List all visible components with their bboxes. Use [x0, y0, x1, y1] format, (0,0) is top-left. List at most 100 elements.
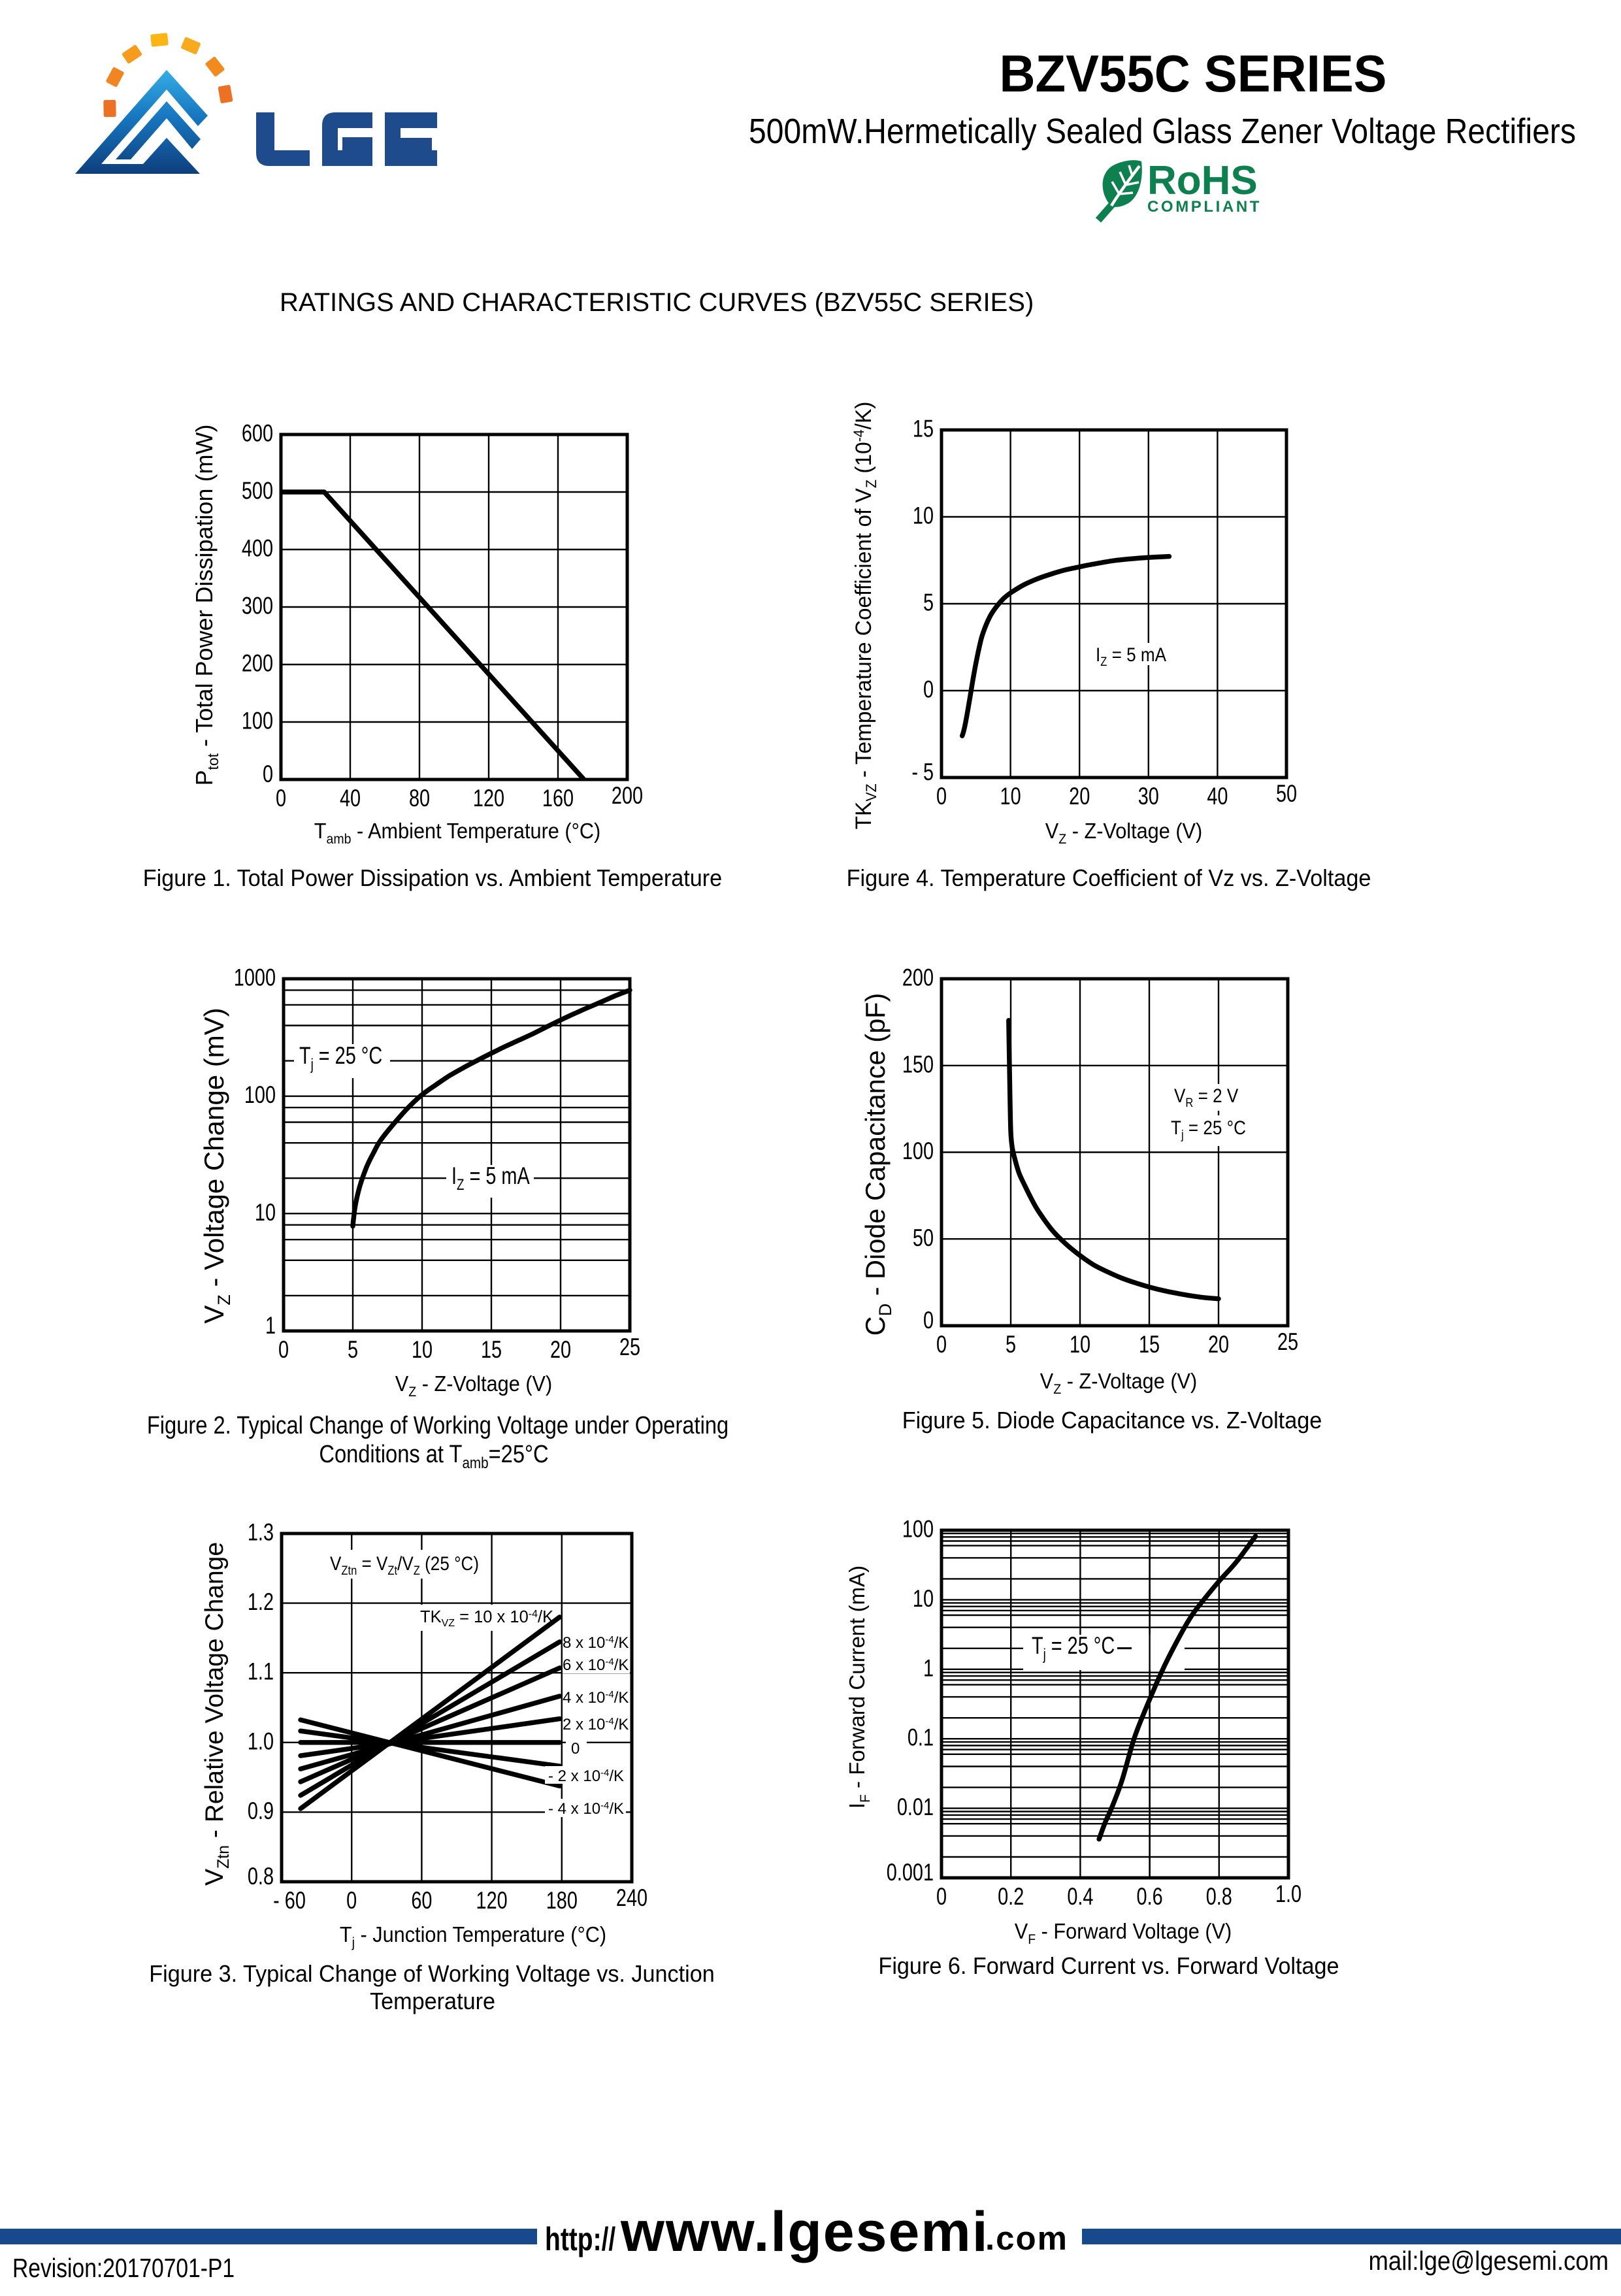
svg-text:15: 15 — [913, 416, 934, 442]
svg-text:0.2: 0.2 — [998, 1884, 1024, 1911]
svg-text:Figure 6. Forward Current vs.: Figure 6. Forward Current vs. Forward Vo… — [878, 1953, 1339, 1979]
svg-text:25: 25 — [1277, 1329, 1298, 1356]
svg-text:15: 15 — [481, 1337, 502, 1364]
svg-text:Tj​ - Junction Temperature (°C: Tj​ - Junction Temperature (°C) — [340, 1922, 606, 1950]
svg-text:VZ​ - Z-Voltage (V): VZ​ - Z-Voltage (V) — [1045, 819, 1202, 847]
svg-text:1.1: 1.1 — [248, 1658, 274, 1685]
svg-text:0: 0 — [936, 1332, 947, 1358]
svg-text:Tj​ = 25 °C: Tj​ = 25 °C — [1032, 1633, 1115, 1664]
svg-text:Temperature: Temperature — [370, 1988, 495, 2014]
svg-text:1.2: 1.2 — [248, 1589, 274, 1616]
svg-text:4 x 10-4​/K: 4 x 10-4​/K — [563, 1689, 629, 1707]
svg-text:http://: http:// — [545, 2220, 616, 2257]
svg-text:Tamb​ - Ambient Temperature (°: Tamb​ - Ambient Temperature (°C) — [314, 819, 600, 847]
svg-text:Figure 3. Typical Change of Wo: Figure 3. Typical Change of Working Volt… — [149, 1961, 715, 1987]
svg-text:200: 200 — [612, 783, 643, 810]
svg-text:400: 400 — [242, 535, 273, 562]
svg-text:www.lgesemi: www.lgesemi — [620, 2201, 989, 2263]
svg-text:IZ​ = 5 mA: IZ​ = 5 mA — [451, 1163, 530, 1194]
svg-text:VZ​ - Z-Voltage (V): VZ​ - Z-Voltage (V) — [1040, 1369, 1197, 1397]
svg-text:Figure 1. Total Power Dissipat: Figure 1. Total Power Dissipation vs. Am… — [143, 865, 722, 891]
svg-text:IF​ - Forward Current (mA): IF​ - Forward Current (mA) — [845, 1566, 873, 1809]
svg-text:1: 1 — [265, 1313, 276, 1339]
svg-text:Figure 5. Diode Capacitance vs: Figure 5. Diode Capacitance vs. Z-Voltag… — [902, 1407, 1322, 1434]
svg-text:0.01: 0.01 — [897, 1794, 934, 1821]
svg-text:Figure 4. Temperature Coeffici: Figure 4. Temperature Coefficient of Vz … — [847, 865, 1371, 891]
svg-text:.com: .com — [985, 2220, 1068, 2257]
svg-text:100: 100 — [242, 708, 273, 734]
svg-text:500: 500 — [242, 478, 273, 504]
svg-text:0: 0 — [278, 1337, 289, 1364]
svg-text:Tj​ = 25 °C: Tj​ = 25 °C — [1171, 1117, 1246, 1141]
svg-text:0.1: 0.1 — [908, 1724, 934, 1751]
svg-text:0.4: 0.4 — [1067, 1884, 1093, 1911]
svg-text:0.8: 0.8 — [248, 1863, 274, 1890]
svg-text:Ptot​ - Total Power Dissipatio: Ptot​ - Total Power Dissipation (mW) — [191, 424, 221, 785]
svg-text:VZ​ - Z-Voltage (V): VZ​ - Z-Voltage (V) — [395, 1371, 552, 1400]
svg-text:Conditions at Tamb​=25°C: Conditions at Tamb​=25°C — [319, 1440, 548, 1472]
svg-text:CD​ - Diode Capacitance (pF): CD​ - Diode Capacitance (pF) — [860, 993, 895, 1336]
svg-text:TKVZ​ - Temperature Coefficien: TKVZ​ - Temperature Coefficient of VZ​ (… — [851, 402, 879, 830]
svg-text:20: 20 — [1208, 1332, 1229, 1358]
svg-text:30: 30 — [1138, 783, 1159, 810]
svg-text:0.8: 0.8 — [1206, 1884, 1232, 1911]
svg-text:100: 100 — [902, 1138, 934, 1165]
svg-text:50: 50 — [913, 1224, 934, 1251]
svg-text:20: 20 — [1069, 783, 1090, 810]
svg-text:Tj​ = 25 °C: Tj​ = 25 °C — [299, 1043, 382, 1074]
svg-text:5: 5 — [923, 589, 934, 616]
svg-text:- 2 x 10-4​/K: - 2 x 10-4​/K — [548, 1767, 624, 1785]
svg-text:25: 25 — [619, 1334, 640, 1361]
svg-text:BZV55C SERIES: BZV55C SERIES — [999, 44, 1386, 103]
svg-text:40: 40 — [340, 785, 361, 812]
svg-text:10: 10 — [913, 1586, 934, 1613]
svg-text:1000: 1000 — [234, 964, 276, 991]
svg-text:VR​ = 2 V: VR​ = 2 V — [1174, 1085, 1238, 1109]
svg-text:10: 10 — [1070, 1332, 1090, 1358]
svg-text:10: 10 — [412, 1337, 433, 1364]
svg-text:0: 0 — [936, 783, 947, 810]
svg-text:Revision:20170701-P1: Revision:20170701-P1 — [12, 2253, 235, 2283]
svg-text:6 x 10-4​/K: 6 x 10-4​/K — [563, 1656, 629, 1674]
svg-text:0: 0 — [923, 676, 934, 703]
svg-text:200: 200 — [902, 964, 934, 991]
svg-text:10: 10 — [255, 1199, 276, 1226]
svg-text:20: 20 — [550, 1337, 571, 1364]
svg-text:500mW.Hermetically Sealed Glas: 500mW.Hermetically Sealed Glass Zener Vo… — [749, 111, 1576, 150]
svg-text:0.6: 0.6 — [1137, 1884, 1163, 1911]
svg-text:1.0: 1.0 — [248, 1728, 274, 1755]
svg-text:IZ​ = 5 mA: IZ​ = 5 mA — [1096, 644, 1166, 668]
svg-text:5: 5 — [1006, 1332, 1016, 1358]
svg-text:0.9: 0.9 — [248, 1798, 274, 1825]
svg-text:0.001: 0.001 — [887, 1860, 934, 1886]
svg-text:- 60: - 60 — [273, 1888, 306, 1914]
svg-text:40: 40 — [1207, 783, 1228, 810]
svg-text:60: 60 — [411, 1888, 432, 1914]
svg-text:80: 80 — [409, 785, 430, 812]
svg-text:200: 200 — [242, 650, 273, 677]
svg-text:160: 160 — [542, 785, 574, 812]
svg-text:Figure 2. Typical Change of Wo: Figure 2. Typical Change of Working Volt… — [147, 1411, 729, 1439]
svg-text:2 x 10-4​/K: 2 x 10-4​/K — [563, 1716, 629, 1733]
svg-text:COMPLIANT: COMPLIANT — [1147, 198, 1262, 216]
svg-text:8 x 10-4​/K: 8 x 10-4​/K — [563, 1634, 629, 1652]
svg-text:100: 100 — [244, 1082, 276, 1109]
svg-text:0: 0 — [263, 761, 273, 788]
svg-text:50: 50 — [1276, 781, 1297, 808]
svg-text:0: 0 — [571, 1740, 580, 1758]
svg-text:300: 300 — [242, 593, 273, 619]
svg-text:1.0: 1.0 — [1275, 1881, 1302, 1908]
svg-text:0: 0 — [923, 1307, 934, 1334]
svg-text:- 4 x 10-4​/K: - 4 x 10-4​/K — [548, 1800, 624, 1818]
svg-text:600: 600 — [242, 420, 273, 447]
svg-text:VZ​ - Voltage Change (mV): VZ​ - Voltage Change (mV) — [199, 1008, 234, 1323]
svg-text:180: 180 — [546, 1888, 578, 1914]
svg-text:0: 0 — [276, 785, 286, 812]
svg-text:mail:lge@lgesemi.com: mail:lge@lgesemi.com — [1369, 2246, 1609, 2276]
svg-text:120: 120 — [473, 785, 504, 812]
svg-text:0: 0 — [936, 1884, 947, 1911]
svg-text:RoHS: RoHS — [1147, 158, 1258, 203]
svg-text:VZtn​ - Relative Voltage Chang: VZtn​ - Relative Voltage Change — [201, 1542, 233, 1886]
svg-text:10: 10 — [1000, 783, 1021, 810]
svg-text:100: 100 — [902, 1516, 934, 1543]
